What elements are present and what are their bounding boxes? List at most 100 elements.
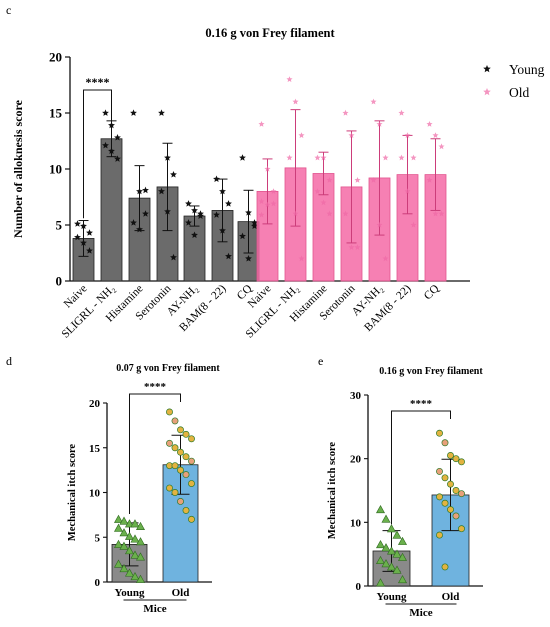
- legend-label-young: Young: [509, 62, 545, 77]
- data-point-young: [124, 531, 135, 540]
- significance-label: ****: [86, 75, 110, 89]
- data-point-old: [441, 439, 449, 447]
- data-point-old: [398, 109, 405, 116]
- data-point-old: [441, 499, 449, 507]
- data-point-young: [392, 530, 402, 539]
- data-point-old: [166, 408, 173, 416]
- data-point-young: [119, 516, 129, 525]
- data-point-old: [447, 452, 454, 459]
- data-point-old: [436, 493, 443, 501]
- data-point-young: [130, 109, 137, 116]
- data-point-old: [376, 221, 383, 228]
- data-point-young: [191, 231, 198, 238]
- data-point-young: [142, 186, 149, 194]
- data-point-old: [370, 177, 377, 183]
- data-point-young: [135, 521, 146, 531]
- data-point-young: [114, 134, 121, 141]
- legend-marker-young: [483, 65, 491, 73]
- data-point-old: [426, 121, 433, 127]
- y-tick-label: 0: [356, 581, 362, 593]
- data-point-old: [182, 453, 190, 461]
- data-point-old: [382, 255, 389, 262]
- data-point-old: [447, 506, 454, 514]
- data-point-young: [239, 154, 246, 161]
- panel-label-e: e: [318, 354, 323, 368]
- data-point-young: [135, 574, 146, 583]
- x-tick-label: Young: [377, 591, 407, 603]
- data-point-young: [135, 552, 146, 561]
- y-tick-label: 30: [350, 390, 362, 402]
- data-point-young: [197, 210, 204, 217]
- data-point-young: [124, 546, 135, 555]
- data-point-young: [397, 536, 408, 545]
- data-point-young: [130, 219, 137, 226]
- y-tick-label: 15: [89, 443, 101, 455]
- significance-bracket: [83, 89, 112, 219]
- x-tick-label: Old: [442, 591, 460, 603]
- significance-bracket: [129, 393, 181, 514]
- data-point-old: [298, 132, 305, 138]
- data-point-young: [245, 209, 252, 216]
- data-point-young: [170, 171, 177, 178]
- data-point-young: [113, 523, 124, 532]
- data-point-old: [177, 448, 184, 456]
- data-point-old: [452, 487, 460, 494]
- significance-label: ****: [410, 398, 433, 410]
- data-point-old: [292, 98, 299, 105]
- data-point-young: [381, 543, 391, 552]
- data-point-old: [436, 429, 443, 437]
- data-point-old: [264, 165, 271, 172]
- data-point-young: [119, 563, 129, 573]
- x-axis-label: Mice: [143, 603, 166, 615]
- chart-c: 0.16 g von Frey filament Number of allokn…: [11, 26, 545, 341]
- data-point-old: [320, 199, 327, 206]
- x-tick-label: Young: [115, 587, 145, 599]
- data-point-young: [113, 559, 124, 568]
- data-point-old: [432, 132, 439, 138]
- data-point-young: [185, 200, 192, 207]
- data-point-young: [386, 524, 397, 533]
- data-point-young: [136, 225, 143, 233]
- data-point-young: [386, 546, 397, 555]
- data-point-old: [286, 76, 293, 82]
- significance-bracket: [391, 410, 451, 525]
- data-point-old: [382, 154, 389, 161]
- data-point-young: [113, 514, 124, 523]
- data-point-old: [326, 177, 333, 183]
- data-point-young: [375, 578, 386, 587]
- panel-label-c: c: [6, 3, 11, 17]
- data-point-old: [370, 98, 377, 105]
- data-point-young: [102, 109, 109, 116]
- data-point-young: [114, 155, 121, 162]
- y-tick-label: 10: [49, 162, 62, 177]
- data-point-young: [130, 572, 140, 581]
- data-point-old: [438, 143, 445, 150]
- data-point-old: [447, 480, 454, 488]
- y-tick-label: 20: [49, 50, 62, 65]
- data-point-young: [158, 109, 165, 116]
- data-point-old: [314, 154, 321, 161]
- data-point-young: [239, 232, 246, 240]
- data-point-young: [191, 206, 198, 214]
- data-point-young: [225, 252, 232, 260]
- data-point-old: [436, 467, 443, 475]
- chart-title: 0.07 g von Frey filament: [116, 363, 220, 374]
- y-tick-label: 0: [56, 274, 63, 289]
- data-point-young: [219, 187, 226, 195]
- data-point-old: [258, 121, 265, 127]
- data-point-old: [188, 435, 195, 443]
- chart-title: 0.16 g von Frey filament: [205, 26, 335, 40]
- data-point-young: [119, 528, 129, 537]
- data-point-old: [188, 457, 195, 465]
- data-point-old: [458, 458, 465, 466]
- y-tick-label: 5: [95, 532, 101, 544]
- data-point-old: [404, 132, 411, 138]
- chart-title: 0.16 g von Frey filament: [379, 366, 483, 377]
- data-point-old: [166, 439, 173, 447]
- data-point-old: [320, 154, 327, 161]
- y-axis-label: Mechanical itch score: [67, 444, 78, 542]
- data-point-old: [438, 210, 445, 217]
- y-tick-label: 0: [95, 577, 101, 589]
- chart-d: 0.07 g von Frey filament Mechanical itch …: [67, 363, 220, 615]
